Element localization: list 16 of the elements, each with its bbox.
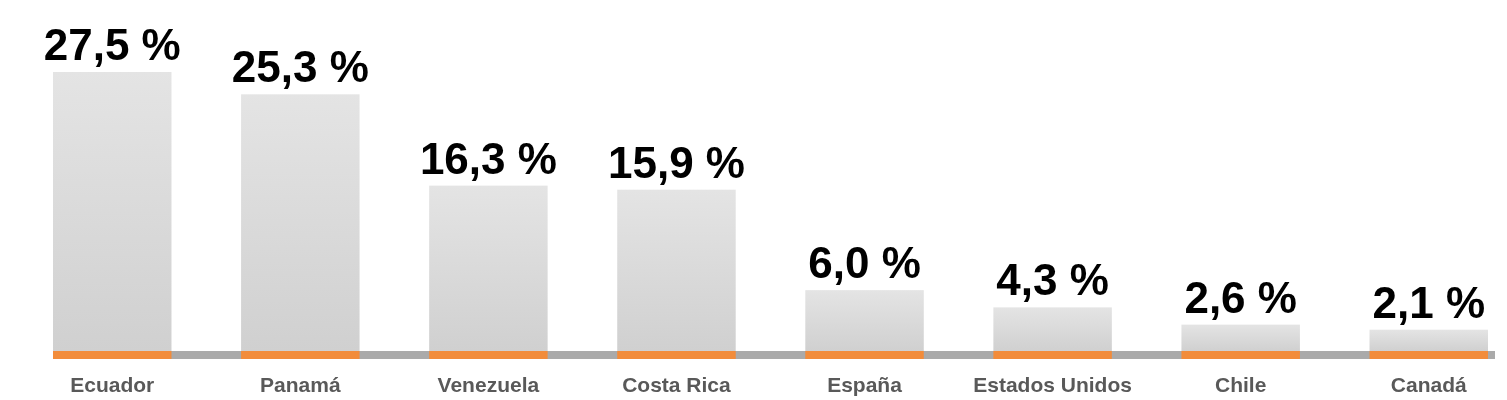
x-tick-label: Chile <box>1215 373 1267 396</box>
x-tick-label: Ecuador <box>70 373 155 396</box>
data-label: 15,9 % <box>607 137 745 187</box>
x-tick-label: Estados Unidos <box>973 373 1132 396</box>
data-label: 6,0 % <box>808 238 921 288</box>
x-tick-label: Canadá <box>1390 373 1468 396</box>
data-label: 4,3 % <box>996 255 1109 305</box>
x-tick-label: Venezuela <box>437 373 540 396</box>
data-label: 25,3 % <box>231 42 369 92</box>
x-tick-label: Costa Rica <box>622 373 732 396</box>
x-tick-label: España <box>827 373 903 396</box>
data-label: 2,1 % <box>1372 277 1486 327</box>
data-label: 2,6 % <box>1184 272 1297 322</box>
data-label: 16,3 % <box>419 133 557 183</box>
data-label: 27,5 % <box>43 20 181 69</box>
x-tick-label: Panamá <box>260 373 341 396</box>
